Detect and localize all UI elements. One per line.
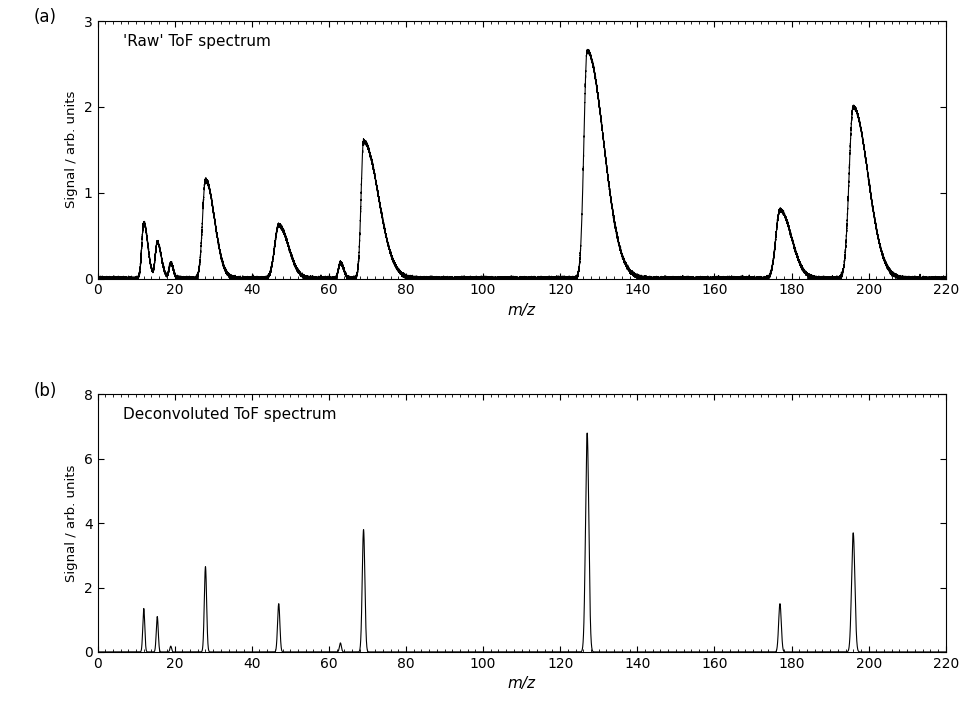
Text: (a): (a) xyxy=(34,8,57,26)
Y-axis label: Signal / arb. units: Signal / arb. units xyxy=(65,465,78,582)
Y-axis label: Signal / arb. units: Signal / arb. units xyxy=(65,91,78,208)
X-axis label: m/z: m/z xyxy=(508,676,535,691)
Text: Deconvoluted ToF spectrum: Deconvoluted ToF spectrum xyxy=(123,407,336,422)
X-axis label: m/z: m/z xyxy=(508,303,535,318)
Text: (b): (b) xyxy=(34,381,58,400)
Text: 'Raw' ToF spectrum: 'Raw' ToF spectrum xyxy=(123,34,271,49)
